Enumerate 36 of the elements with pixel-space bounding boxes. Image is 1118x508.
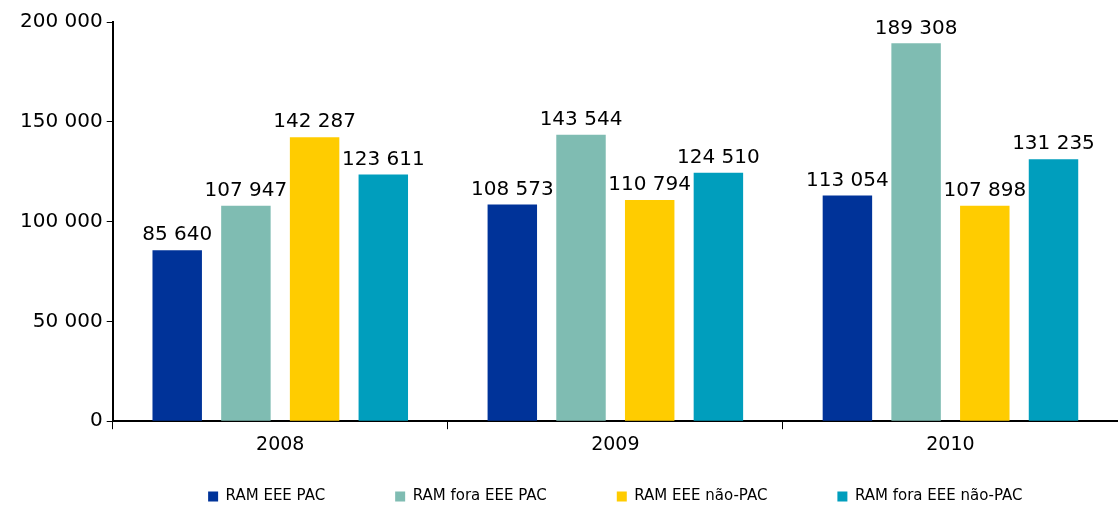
bar — [358, 174, 409, 421]
data-label: 142 287 — [273, 108, 356, 133]
x-tick-label: 2008 — [256, 431, 305, 454]
bar — [1028, 159, 1079, 421]
data-label: 143 544 — [539, 105, 623, 130]
y-tick-label: 100 000 — [19, 207, 103, 232]
y-tick-label: 0 — [89, 407, 103, 432]
bar — [822, 195, 873, 421]
data-label: 108 573 — [470, 175, 554, 200]
bar — [152, 250, 202, 421]
bar — [289, 137, 340, 421]
data-label: 123 611 — [341, 145, 425, 170]
bar — [960, 205, 1010, 421]
legend-label: RAM EEE não-PAC — [634, 486, 768, 505]
bar — [693, 172, 744, 421]
data-label: 107 947 — [204, 176, 288, 201]
data-label: 110 794 — [608, 171, 692, 196]
data-label: 189 308 — [874, 14, 958, 39]
data-label: 131 235 — [1012, 130, 1095, 155]
data-label: 124 510 — [677, 143, 760, 168]
legend-label: RAM fora EEE PAC — [412, 486, 547, 505]
x-tick-label: 2009 — [591, 431, 640, 454]
bar — [487, 204, 538, 421]
legend-label: RAM EEE PAC — [225, 486, 326, 505]
x-tick-label: 2010 — [926, 431, 975, 454]
bar — [221, 205, 271, 421]
bar — [556, 134, 606, 421]
y-tick-label: 150 000 — [19, 108, 103, 132]
bar — [891, 43, 941, 421]
data-label: 113 054 — [806, 166, 889, 191]
bar — [624, 200, 675, 421]
y-tick-label: 50 000 — [32, 307, 103, 332]
y-tick-label: 200 000 — [19, 8, 103, 33]
data-label: 85 640 — [142, 221, 213, 246]
legend-label: RAM fora EEE não-PAC — [854, 486, 1023, 505]
data-label: 107 898 — [943, 177, 1027, 202]
